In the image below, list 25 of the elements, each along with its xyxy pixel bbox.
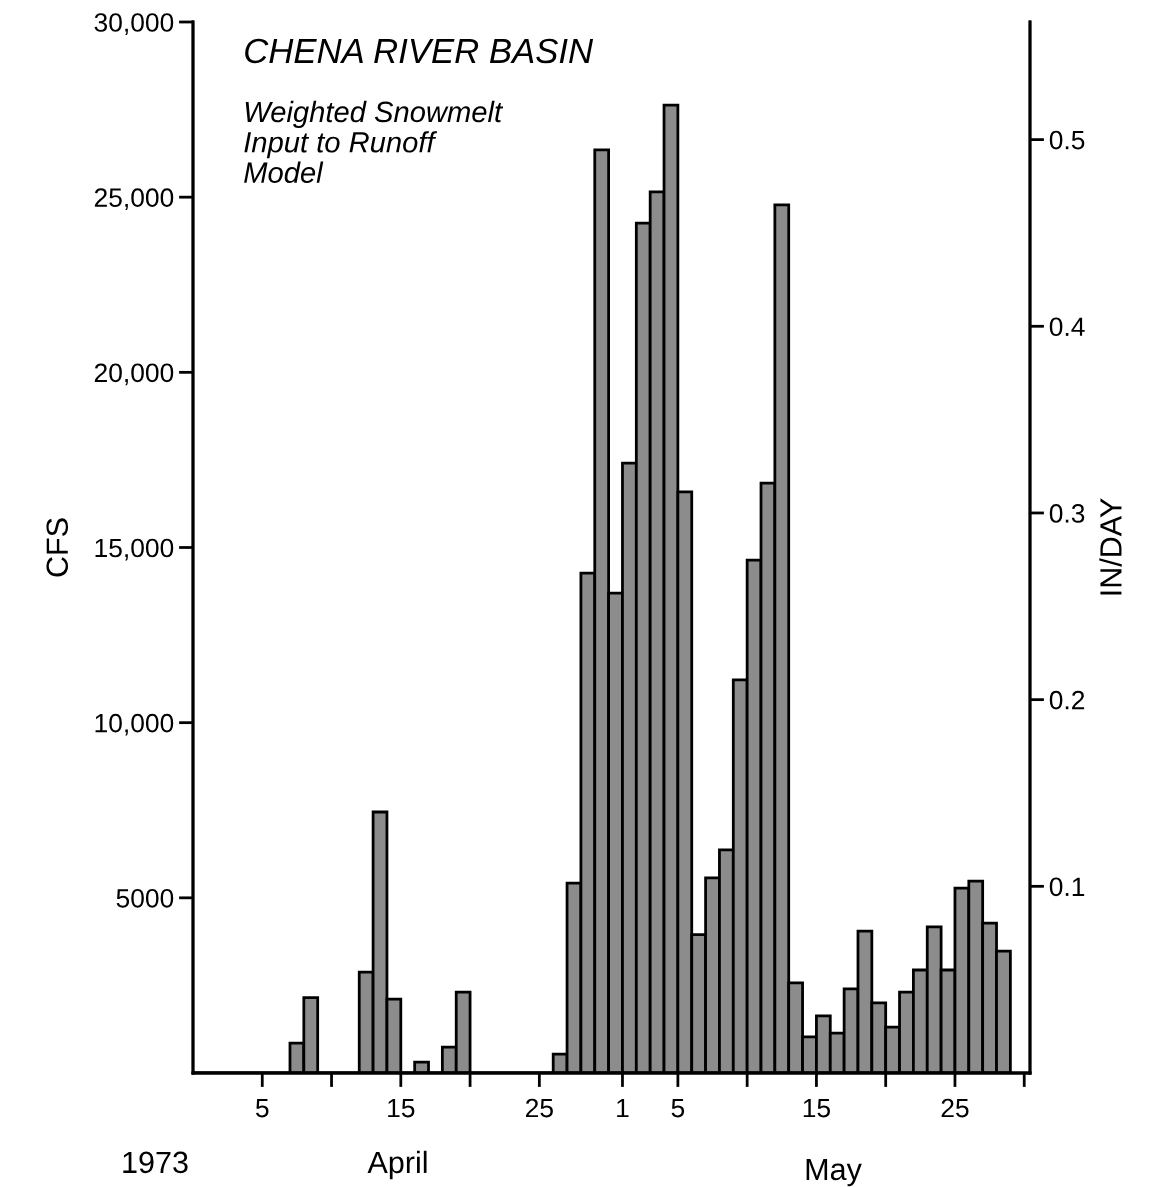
y2-tick-label: 0.1 xyxy=(1049,877,1085,897)
x-tick-label: 25 xyxy=(526,1098,553,1118)
y-tick-label: 5000 xyxy=(116,888,174,908)
y-tick-label: 25,000 xyxy=(94,188,174,211)
y2-tick-label: 0.5 xyxy=(1049,130,1085,150)
y2-axis-title: IN/DAY xyxy=(1099,498,1122,595)
x-tick-label: 5 xyxy=(255,1098,269,1118)
text: April xyxy=(367,1150,427,1180)
y-tick-label: 30,000 xyxy=(94,13,174,35)
y-axis-title: CFS xyxy=(46,518,69,577)
y2-tick-label: 0.3 xyxy=(1049,504,1085,523)
y-tick-label: 20,000 xyxy=(94,363,174,386)
x-tick-label: 5 xyxy=(671,1098,685,1118)
y-tick-label: 10,000 xyxy=(95,713,174,736)
chart-title: CHENA RIVER BASIN xyxy=(245,38,594,64)
text: Weighted Snowmelt Input to Runoff Model xyxy=(244,100,504,183)
text: 1973 xyxy=(123,1151,188,1174)
y-tick-label: 15,000 xyxy=(95,538,174,561)
text: May xyxy=(806,1158,862,1187)
y2-tick-label: 0.2 xyxy=(1049,690,1085,710)
x-tick-label: 15 xyxy=(388,1098,415,1118)
x-tick-label: 1 xyxy=(617,1098,629,1118)
x-tick-label: 25 xyxy=(941,1098,969,1118)
y2-tick-label: 0.4 xyxy=(1049,317,1085,337)
x-tick-label: 15 xyxy=(803,1098,830,1118)
